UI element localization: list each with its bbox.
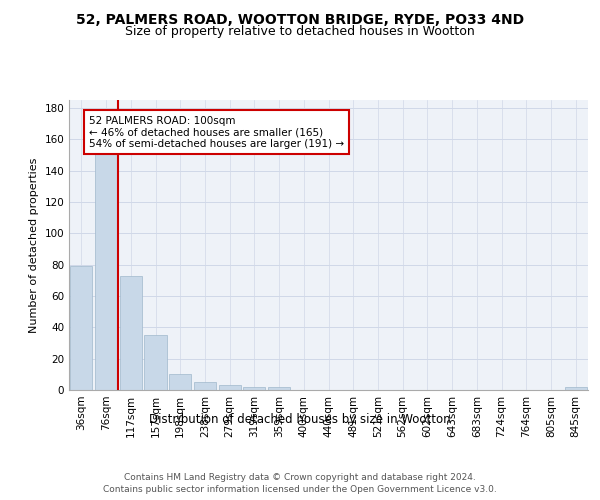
Text: Contains HM Land Registry data © Crown copyright and database right 2024.
Contai: Contains HM Land Registry data © Crown c… — [103, 472, 497, 494]
Bar — [565, 387, 587, 390]
Text: 52, PALMERS ROAD, WOOTTON BRIDGE, RYDE, PO33 4ND: 52, PALMERS ROAD, WOOTTON BRIDGE, RYDE, … — [76, 12, 524, 26]
Bar — [194, 382, 216, 390]
Text: Size of property relative to detached houses in Wootton: Size of property relative to detached ho… — [125, 25, 475, 38]
Y-axis label: Number of detached properties: Number of detached properties — [29, 158, 39, 332]
Bar — [169, 374, 191, 390]
Bar — [119, 276, 142, 390]
Bar — [218, 386, 241, 390]
Bar — [145, 335, 167, 390]
Bar — [95, 152, 117, 390]
Text: 52 PALMERS ROAD: 100sqm
← 46% of detached houses are smaller (165)
54% of semi-d: 52 PALMERS ROAD: 100sqm ← 46% of detache… — [89, 116, 344, 149]
Text: Distribution of detached houses by size in Wootton: Distribution of detached houses by size … — [149, 412, 451, 426]
Bar — [70, 266, 92, 390]
Bar — [268, 387, 290, 390]
Bar — [243, 387, 265, 390]
